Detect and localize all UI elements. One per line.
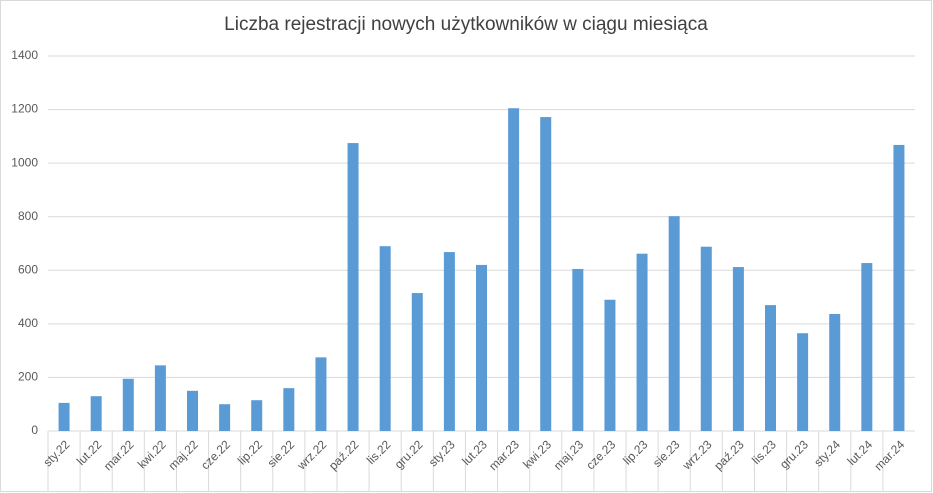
y-tick-label: 0 — [31, 423, 38, 437]
bar — [283, 388, 295, 431]
y-tick-label: 400 — [18, 316, 38, 330]
y-tick-label: 1400 — [11, 48, 38, 62]
bar — [668, 216, 680, 431]
bar — [443, 252, 455, 431]
bar — [58, 402, 70, 431]
bar — [347, 143, 359, 431]
bar — [90, 396, 102, 431]
bar — [315, 357, 327, 431]
bar — [251, 400, 263, 431]
bar — [893, 144, 905, 431]
bar — [154, 365, 166, 431]
bar — [379, 246, 391, 431]
chart-title: Liczba rejestracji nowych użytkowników w… — [224, 14, 708, 35]
bar — [604, 299, 616, 431]
y-tick-label: 1200 — [11, 102, 38, 116]
bar — [829, 313, 841, 431]
y-tick-label: 600 — [18, 262, 38, 276]
bar — [122, 378, 134, 431]
bar — [508, 108, 520, 431]
bar — [732, 267, 744, 431]
bar — [797, 333, 809, 431]
y-tick-label: 200 — [18, 370, 38, 384]
bar — [700, 246, 712, 431]
bar — [187, 390, 198, 431]
bar — [861, 263, 873, 431]
bar — [540, 117, 552, 432]
bar — [219, 404, 231, 431]
y-tick-label: 800 — [18, 209, 38, 223]
bar — [572, 268, 584, 431]
bar — [765, 305, 776, 431]
bar — [636, 253, 648, 431]
y-tick-label: 1000 — [11, 155, 38, 169]
bar — [476, 264, 487, 431]
bar — [411, 293, 423, 431]
